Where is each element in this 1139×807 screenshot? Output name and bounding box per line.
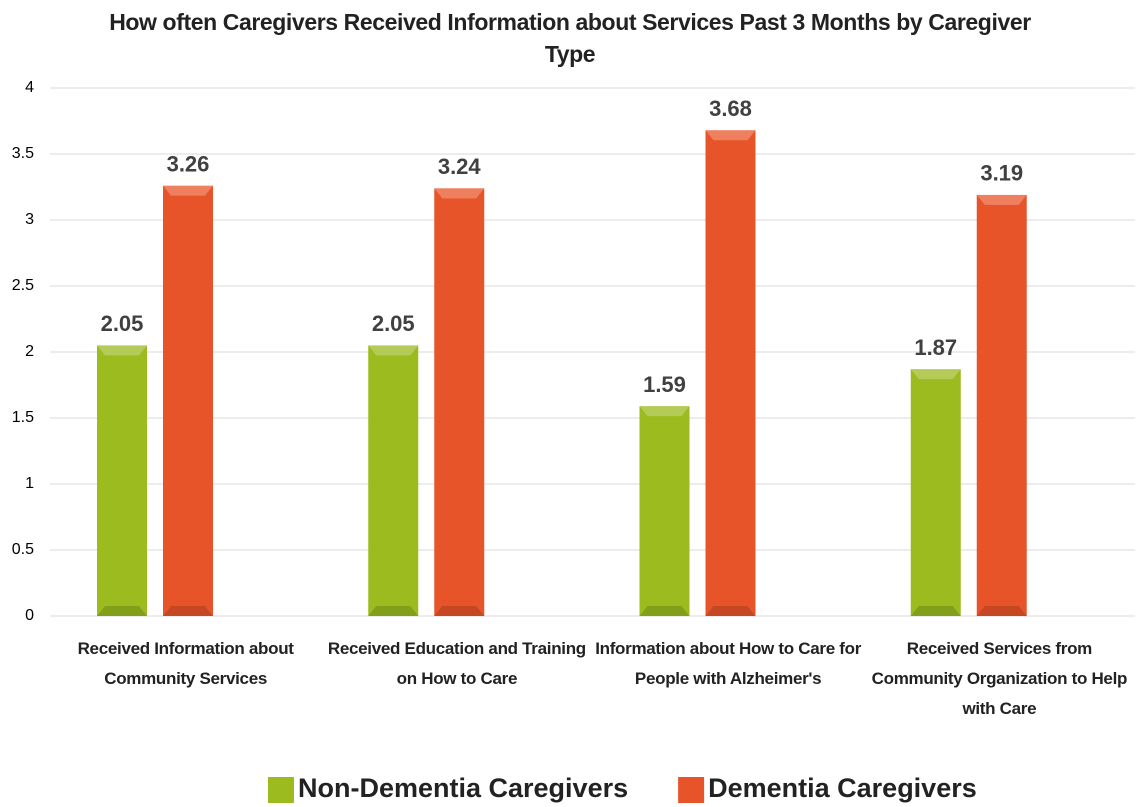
y-tick-label: 2 [25,343,34,360]
bar-bevel [910,369,961,380]
bar-bevel [97,345,147,356]
bar-bevel [705,130,756,141]
data-label: 3.26 [167,151,210,176]
y-tick-label: 0 [25,607,34,624]
bar-bevel [976,606,1027,616]
y-tick-label: 0.5 [12,541,34,558]
legend-swatch [268,777,294,803]
bar [97,345,147,616]
bar-bevel [368,606,419,616]
legend-swatch [678,777,705,803]
bar-bevel [639,606,690,616]
y-tick-label: 3 [25,211,34,228]
data-label: 1.87 [914,335,957,360]
data-label: 3.68 [709,96,752,121]
data-label: 3.19 [980,161,1023,186]
bar [434,188,485,616]
x-tick-label: Received Education and Training on How t… [327,639,586,688]
bar [163,185,213,616]
bar [639,406,690,616]
x-tick-label: Received Information about Community Ser… [77,639,294,688]
bar-bevel [163,185,213,196]
bar-bevel [163,606,213,616]
bar [368,345,419,616]
bar-bevel [705,606,756,616]
bar [910,369,961,616]
legend-label: Dementia Caregivers [708,773,977,803]
legend-label: Non-Dementia Caregivers [298,773,628,803]
data-label: 2.05 [101,311,144,336]
bar-bevel [434,188,485,199]
y-tick-label: 1.5 [12,409,34,426]
bar-bevel [976,194,1027,205]
y-tick-label: 1 [25,475,34,492]
y-tick-label: 2.5 [12,277,34,294]
bar-bevel [910,606,961,616]
bar-bevel [368,345,419,356]
bar-bevel [434,606,485,616]
data-label: 3.24 [438,154,482,179]
data-label: 2.05 [372,311,415,336]
y-tick-label: 3.5 [12,145,34,162]
x-tick-label: Received Services from Community Organiz… [871,639,1128,718]
chart-title: How often Caregivers Received Informatio… [109,9,1031,67]
bar-bevel [97,606,147,616]
bar [976,194,1027,617]
x-tick-label: Information about How to Care for People… [595,639,862,688]
bar [705,130,756,617]
data-label: 1.59 [643,372,686,397]
y-tick-label: 4 [25,79,34,96]
bar-bevel [639,406,690,417]
